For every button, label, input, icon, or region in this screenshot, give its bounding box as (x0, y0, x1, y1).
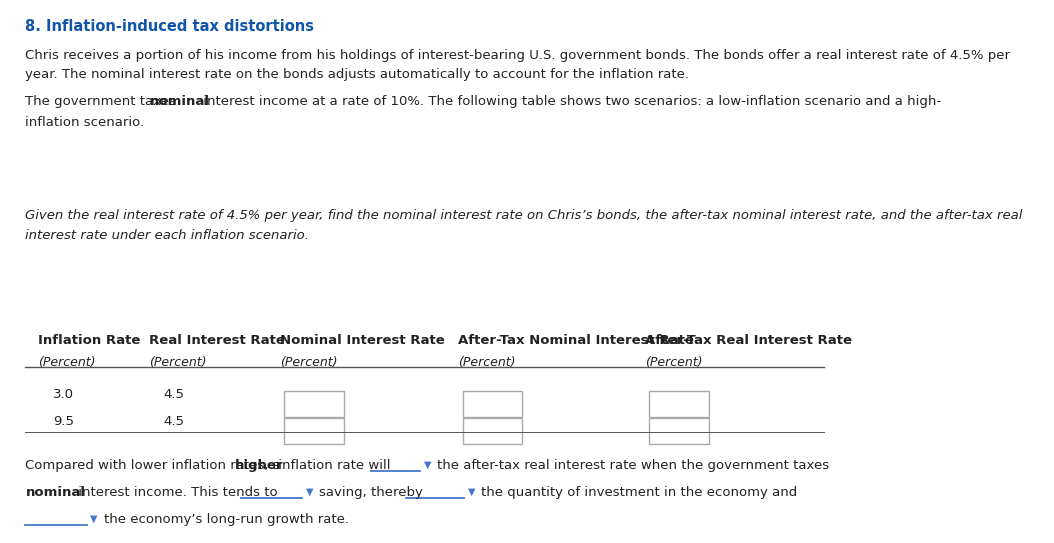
Text: nominal: nominal (25, 486, 85, 499)
Text: ▼: ▼ (468, 487, 475, 496)
Text: Chris receives a portion of his income from his holdings of interest-bearing U.S: Chris receives a portion of his income f… (25, 49, 1011, 62)
Text: (Percent): (Percent) (280, 356, 337, 369)
Text: (Percent): (Percent) (38, 356, 96, 369)
Text: 4.5: 4.5 (163, 388, 184, 401)
Text: 3.0: 3.0 (53, 388, 74, 401)
Text: inflation rate will: inflation rate will (274, 459, 394, 472)
Text: Nominal Interest Rate: Nominal Interest Rate (280, 334, 445, 347)
Text: Given the real interest rate of 4.5% per year, find the nominal interest rate on: Given the real interest rate of 4.5% per… (25, 209, 1022, 222)
Text: After-Tax Real Interest Rate: After-Tax Real Interest Rate (645, 334, 853, 347)
Text: 8. Inflation-induced tax distortions: 8. Inflation-induced tax distortions (25, 19, 314, 34)
Text: higher: higher (235, 459, 284, 472)
Text: 4.5: 4.5 (163, 415, 184, 428)
Text: inflation scenario.: inflation scenario. (25, 116, 144, 129)
FancyBboxPatch shape (285, 418, 344, 444)
Text: The government taxes: The government taxes (25, 95, 180, 108)
Text: the economy’s long-run growth rate.: the economy’s long-run growth rate. (103, 513, 349, 526)
Text: (Percent): (Percent) (458, 356, 516, 369)
Text: After-Tax Nominal Interest Rate: After-Tax Nominal Interest Rate (458, 334, 695, 347)
Text: ▼: ▼ (424, 459, 431, 469)
FancyBboxPatch shape (649, 391, 709, 417)
Text: ▼: ▼ (90, 514, 97, 523)
Text: year. The nominal interest rate on the bonds adjusts automatically to account fo: year. The nominal interest rate on the b… (25, 68, 689, 81)
Text: interest income. This tends to: interest income. This tends to (74, 486, 281, 499)
Text: Inflation Rate: Inflation Rate (38, 334, 140, 347)
Text: Real Interest Rate: Real Interest Rate (149, 334, 285, 347)
Text: saving, thereby: saving, thereby (319, 486, 428, 499)
FancyBboxPatch shape (463, 418, 522, 444)
Text: 9.5: 9.5 (53, 415, 74, 428)
Text: the after-tax real interest rate when the government taxes: the after-tax real interest rate when th… (437, 459, 829, 472)
Text: nominal: nominal (151, 95, 211, 108)
Text: Compared with lower inflation rates, a: Compared with lower inflation rates, a (25, 459, 286, 472)
Text: the quantity of investment in the economy and: the quantity of investment in the econom… (481, 486, 798, 499)
FancyBboxPatch shape (649, 418, 709, 444)
Text: ▼: ▼ (306, 487, 313, 496)
Text: (Percent): (Percent) (149, 356, 207, 369)
Text: interest rate under each inflation scenario.: interest rate under each inflation scena… (25, 229, 310, 242)
FancyBboxPatch shape (285, 391, 344, 417)
Text: (Percent): (Percent) (645, 356, 703, 369)
FancyBboxPatch shape (463, 391, 522, 417)
Text: interest income at a rate of 10%. The following table shows two scenarios: a low: interest income at a rate of 10%. The fo… (198, 95, 941, 108)
